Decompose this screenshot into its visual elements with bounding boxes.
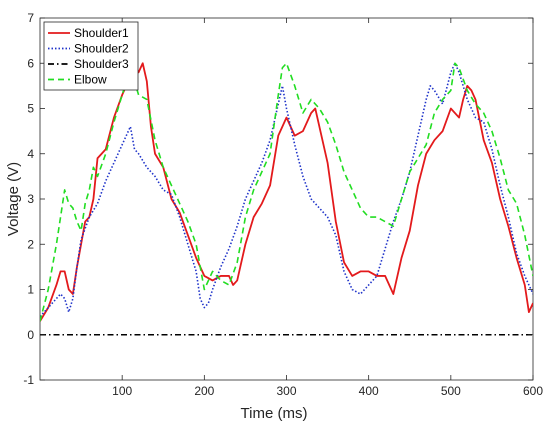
- series-line-elbow: [40, 62, 533, 322]
- x-tick-label: 600: [523, 384, 543, 398]
- series-line-shoulder1: [40, 62, 533, 322]
- x-tick-label: 300: [276, 384, 296, 398]
- legend-label-shoulder1: Shoulder1: [74, 26, 129, 40]
- y-tick-label: 6: [27, 56, 34, 70]
- y-tick-label: 7: [27, 11, 34, 25]
- y-tick-label: 4: [27, 147, 34, 161]
- y-tick-label: 3: [27, 192, 34, 206]
- x-axis-title: Time (ms): [241, 405, 308, 422]
- x-tick-label: 400: [359, 384, 379, 398]
- legend-label-shoulder2: Shoulder2: [74, 42, 129, 56]
- y-tick-label: 0: [27, 328, 34, 342]
- y-tick-label: 1: [27, 283, 34, 297]
- y-axis-title: Voltage (V): [5, 162, 22, 236]
- legend-label-shoulder3: Shoulder3: [74, 57, 129, 71]
- y-tick-label: 5: [27, 102, 34, 116]
- x-tick-label: 200: [194, 384, 214, 398]
- y-tick-label: 2: [27, 237, 34, 251]
- legend-label-elbow: Elbow: [74, 73, 107, 87]
- x-tick-label: 100: [112, 384, 132, 398]
- x-tick-label: 500: [441, 384, 461, 398]
- y-tick-label: -1: [23, 373, 34, 387]
